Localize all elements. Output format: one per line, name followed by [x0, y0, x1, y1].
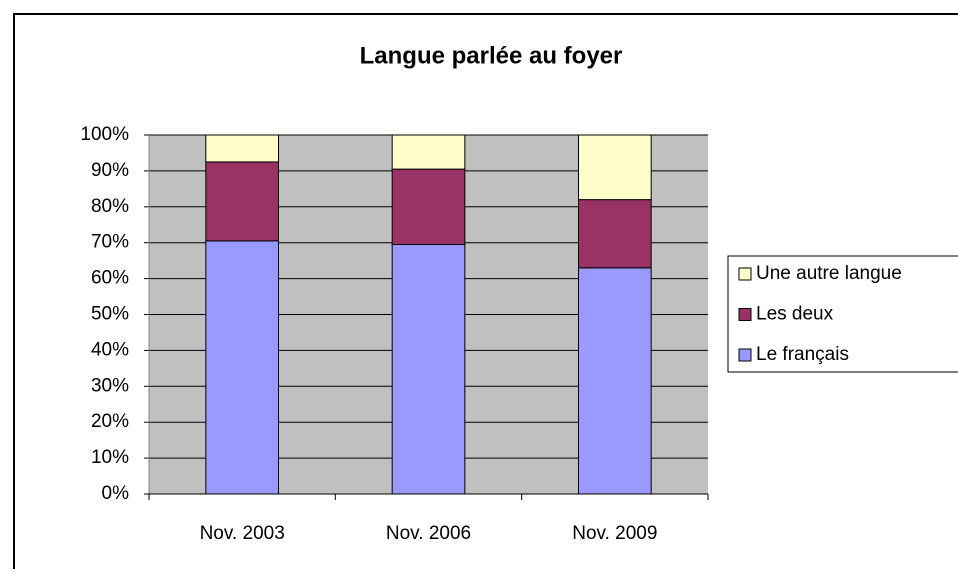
y-tick-label: 90% — [91, 160, 129, 181]
legend-swatch — [738, 348, 752, 362]
legend-swatch — [738, 308, 752, 321]
x-tick-label: Nov. 2003 — [200, 523, 285, 544]
x-tick-label: Nov. 2006 — [386, 523, 471, 544]
legend-swatch — [738, 267, 752, 281]
legend-box — [727, 255, 958, 373]
bar-segment — [205, 240, 280, 495]
x-tick-label: Nov. 2009 — [572, 523, 657, 544]
bar-segment — [391, 243, 466, 495]
y-tick-label: 20% — [91, 411, 129, 432]
y-tick-label: 50% — [91, 304, 129, 325]
bar-segment — [391, 134, 466, 170]
bar-segment — [391, 168, 466, 245]
bar-segment — [205, 134, 280, 163]
y-tick-label: 40% — [91, 339, 129, 360]
bar-segment — [205, 161, 280, 242]
y-tick-label: 30% — [91, 375, 129, 396]
y-tick-label: 10% — [91, 447, 129, 468]
legend-label: Les deux — [756, 304, 834, 325]
legend-label: Une autre langue — [756, 263, 902, 284]
chart-title: Langue parlée au foyer — [360, 42, 623, 69]
bar-segment — [577, 134, 652, 201]
bar-segment — [577, 199, 652, 269]
y-tick-label: 100% — [80, 124, 129, 145]
y-tick-label: 80% — [91, 196, 129, 217]
y-tick-label: 60% — [91, 268, 129, 289]
bar-segment — [577, 267, 652, 495]
y-tick-label: 70% — [91, 232, 129, 253]
y-tick-label: 0% — [102, 483, 130, 504]
legend-label: Le français — [756, 344, 849, 365]
